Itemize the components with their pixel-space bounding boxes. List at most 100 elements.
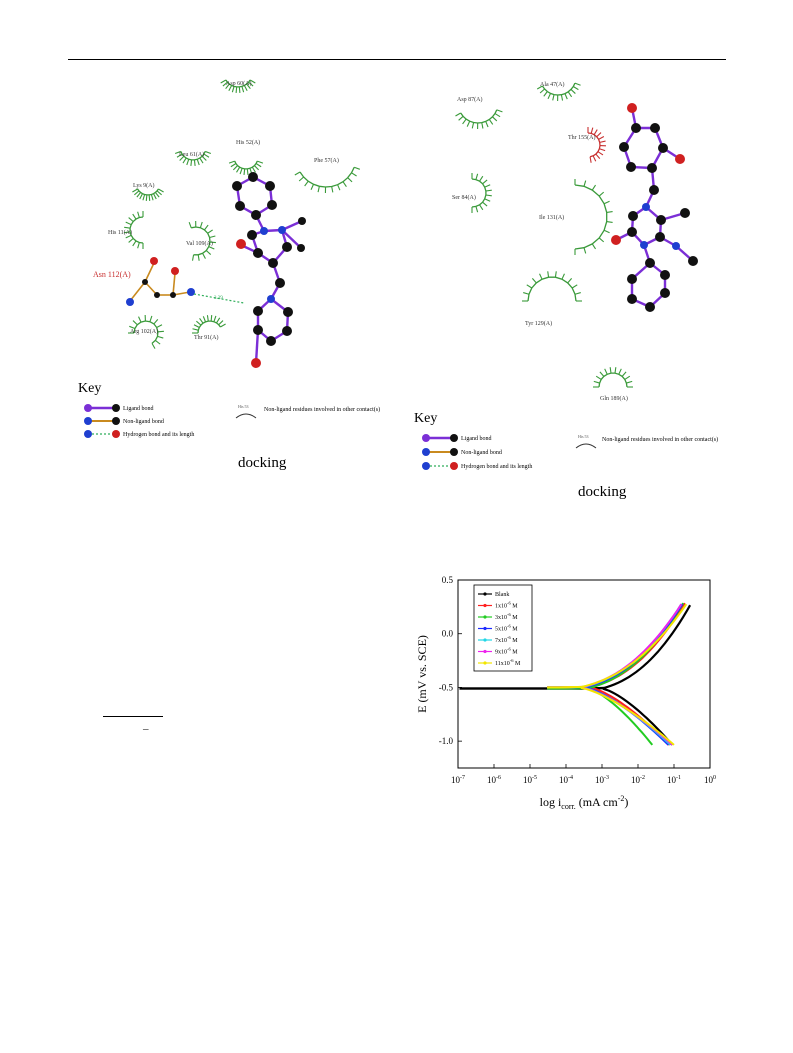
arc-ile131 <box>574 179 613 255</box>
legend-item: 7x10-6 M <box>478 635 518 644</box>
legend-item: 5x10-6 M <box>478 624 518 633</box>
plot-frame <box>457 579 711 769</box>
x-tick-label: 10-7 <box>451 775 465 785</box>
residue-label-thr91: Thr 91(A) <box>194 334 219 341</box>
arc-thr155 <box>587 127 607 163</box>
residue-label-ala47: Ala 47(A) <box>540 81 565 88</box>
key-ligand-bond-right <box>422 434 458 442</box>
series-line <box>547 603 688 746</box>
y-tick-label: 0.5 <box>442 575 454 585</box>
svg-text:11x10-6 M: 11x10-6 M <box>495 658 521 667</box>
key-residue-note-left: Non-ligand residues involved in other co… <box>264 406 380 413</box>
arc-his52 <box>228 160 264 175</box>
series-line <box>459 604 692 746</box>
key-non-ligand-bond-right <box>422 448 458 456</box>
arc-phe57 <box>294 166 361 194</box>
arc-ala47 <box>536 82 581 102</box>
x-tick-label: 100 <box>704 775 716 785</box>
anodic-branch <box>547 603 688 689</box>
x-tick-label: 10-6 <box>487 775 501 785</box>
asn112-atoms <box>126 257 195 306</box>
key-residue-symbol-right: His 53 <box>578 434 589 439</box>
caption-right: docking <box>578 484 627 500</box>
residue-label-val109: Val 109(A) <box>186 240 213 247</box>
svg-text:Blank: Blank <box>495 592 509 598</box>
key-ligand-bond-label-right: Ligand bond <box>461 436 492 442</box>
residue-label-arg102: Arg 102(A) <box>130 328 158 335</box>
y-tick-label: -1.0 <box>439 736 454 746</box>
arc-lys9 <box>132 188 164 201</box>
residue-label-phe57: Phe 57(A) <box>314 157 339 164</box>
x-tick-label: 10-4 <box>559 775 573 785</box>
svg-text:9x10-6 M: 9x10-6 M <box>495 647 518 656</box>
residue-label-tyr129: Tyr 129(A) <box>525 320 552 327</box>
svg-text:3x10-6 M: 3x10-6 M <box>495 612 518 621</box>
residue-label-his52: His 52(A) <box>236 139 260 146</box>
arc-ser84 <box>471 173 492 213</box>
svg-text:5x10-6 M: 5x10-6 M <box>495 624 518 633</box>
right-docking-diagram: Ala 47(A) Asp 87(A) Thr 155(A) Ser 84(A)… <box>414 81 718 500</box>
polarization-chart: 10-7 10-6 10-5 10-4 10-3 10-2 10-1 100 0.5 0.0 -0.… <box>415 575 716 811</box>
hydrogen-bond-line <box>193 293 245 304</box>
x-axis-label: log icorr. (mA cm-2) <box>540 794 629 811</box>
arc-gln189 <box>593 367 633 388</box>
key-hbond-right <box>422 462 458 470</box>
arc-arg102 <box>128 314 164 349</box>
x-tick-label: 10-3 <box>595 775 609 785</box>
key-ligand-bond-left <box>84 404 120 412</box>
header-rule <box>68 59 726 60</box>
arc-asp60 <box>220 79 256 93</box>
arc-his11 <box>124 211 144 249</box>
key-non-ligand-bond-left <box>84 417 120 425</box>
caption-left: docking <box>238 455 287 471</box>
residue-label-asp87: Asp 87(A) <box>457 96 483 103</box>
legend-item: 1x10-6 M <box>478 601 518 610</box>
key-residue-note-right: Non-ligand residues involved in other co… <box>602 436 718 443</box>
arc-asp87 <box>455 109 503 130</box>
cathodic-branch <box>547 685 675 746</box>
y-tick-label: -0.5 <box>439 682 454 692</box>
residue-label-thr155: Thr 155(A) <box>568 134 596 141</box>
svg-text:1x10-6 M: 1x10-6 M <box>495 601 518 610</box>
key-hbond-left <box>84 430 120 438</box>
cathodic-branch <box>547 685 671 746</box>
fraction-minus: – <box>143 723 149 735</box>
x-tick-label: 10-1 <box>667 775 681 785</box>
x-tick-label: 10-2 <box>631 775 645 785</box>
residue-label-asn112: Asn 112(A) <box>93 270 131 279</box>
key-non-ligand-bond-label-left: Non-ligand bond <box>123 419 164 425</box>
ligand-atoms-right <box>611 103 698 312</box>
residue-label-ile131: Ile 131(A) <box>539 214 564 221</box>
residue-label-asp60: Asp 60(A) <box>226 80 252 87</box>
arc-leu61 <box>174 150 212 166</box>
ligand-atoms-left <box>232 172 306 368</box>
key-residue-symbol-left: His 53 <box>238 404 249 409</box>
key-hbond-label-left: Hydrogen bond and its length <box>123 432 194 438</box>
residue-label-ser84: Ser 84(A) <box>452 194 476 201</box>
key-residue-arc-right <box>575 443 597 449</box>
legend-item: 3x10-6 M <box>478 612 518 621</box>
key-title-left: Key <box>78 381 101 396</box>
key-hbond-label-right: Hydrogen bond and its length <box>461 464 532 470</box>
fraction-line <box>103 716 163 717</box>
residue-label-leu61: Leu 61(A) <box>179 151 204 158</box>
key-non-ligand-bond-label-right: Non-ligand bond <box>461 450 502 456</box>
key-residue-arc-left <box>235 413 257 419</box>
arc-tyr129 <box>522 271 582 302</box>
legend-item: Blank <box>478 592 509 598</box>
key-ligand-bond-label-left: Ligand bond <box>123 406 154 412</box>
residue-label-his11: His 11(A) <box>108 229 132 236</box>
residue-label-gln189: Gln 189(A) <box>600 395 628 402</box>
hbond-length-label: 3.39 <box>214 296 223 301</box>
key-title-right: Key <box>414 411 437 426</box>
left-docking-diagram: Asp 60(A) His 52(A) Leu 61(A) Phe 57(A) … <box>78 79 380 471</box>
legend-item: 11x10-6 M <box>478 658 521 667</box>
anodic-branch <box>459 604 692 690</box>
x-tick-label: 10-5 <box>523 775 537 785</box>
arc-thr91 <box>192 315 226 334</box>
residue-label-lys9: Lys 9(A) <box>133 182 155 189</box>
asn112-residue <box>129 262 191 302</box>
y-axis-label: E (mV vs. SCE) <box>415 635 429 713</box>
svg-text:7x10-6 M: 7x10-6 M <box>495 635 518 644</box>
legend-item: 9x10-6 M <box>478 647 518 656</box>
